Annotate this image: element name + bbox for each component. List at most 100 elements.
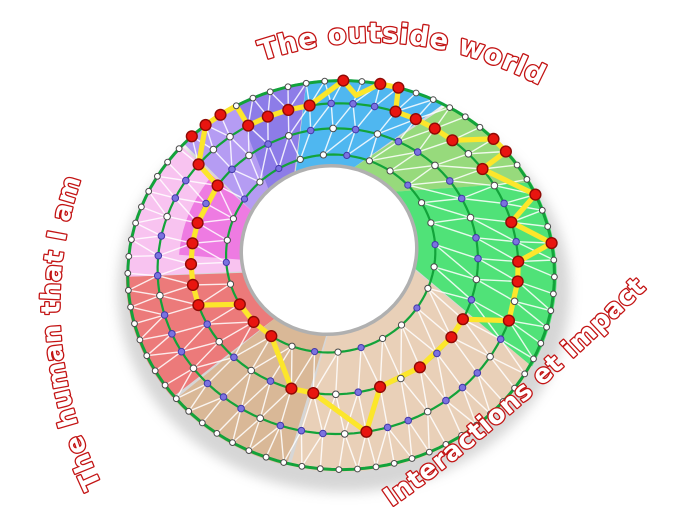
score-node [428,122,441,135]
grid-node [245,151,253,160]
score-node [374,77,387,91]
grid-node [394,137,403,146]
score-node [511,275,524,288]
score-node [186,278,200,292]
score-node [261,110,274,123]
grid-node [164,158,172,166]
grid-node [530,355,537,363]
grid-node [160,311,169,319]
grid-node [373,130,382,138]
label-human-that-i-am-text: The human that I am [35,171,109,496]
grid-node [404,416,413,425]
grid-node [223,236,231,244]
grid-node [168,330,176,338]
grid-node [430,263,438,271]
score-node [389,105,402,118]
grid-node [523,176,531,183]
score-node [307,387,320,400]
grid-node [390,460,398,467]
grid-node [302,79,310,87]
grid-node [161,381,169,389]
grid-node [458,383,467,392]
grid-node [544,223,552,230]
grid-node [163,212,171,221]
grid-node [551,273,558,281]
grid-node [386,167,394,175]
grid-node [219,393,228,401]
score-node [214,108,227,121]
grid-node [222,258,230,266]
score-node [445,331,458,344]
grid-node [464,150,473,158]
grid-node [418,199,426,207]
grid-node [513,161,521,169]
grid-node [404,181,412,189]
grid-node [154,251,163,260]
grid-node [321,77,329,85]
grid-node [446,104,454,111]
grid-node [153,271,162,280]
grid-node [397,321,406,329]
grid-node [425,448,433,456]
grid-node [521,370,529,378]
grid-node [486,352,494,361]
grid-node [332,390,340,399]
grid-node [145,187,153,195]
grid-node [316,465,324,473]
grid-node [466,213,475,222]
score-node [413,361,427,374]
grid-node [510,297,519,306]
score-node [505,216,518,229]
score-node [499,145,513,158]
grid-node [490,181,499,190]
score-node [211,179,224,192]
grid-node [226,132,234,141]
grid-node [423,407,432,416]
grid-node [185,407,193,415]
grid-node [266,88,274,96]
grid-node [209,145,218,154]
score-node [512,255,525,268]
score-node [502,314,516,327]
score-node [192,299,205,312]
score-node [185,130,198,143]
grid-node [256,178,264,186]
label-outside-world: The outside world [255,17,551,91]
grid-node [543,323,550,331]
grid-node [474,254,482,263]
grid-node [127,303,135,311]
score-node [476,162,489,176]
grid-node [124,269,132,277]
grid-node [156,291,164,300]
label-outside-world-text: The outside world [253,16,552,93]
grid-node [473,369,482,377]
grid-node [408,455,416,462]
grid-node [370,102,379,111]
grid-node [298,462,306,470]
grid-node [266,377,275,385]
grid-node [182,176,190,185]
grid-node [138,203,145,211]
score-node [529,188,542,201]
grid-node [429,96,437,103]
grid-node [397,374,405,383]
grid-node [550,256,558,264]
grid-node [340,430,349,438]
score-node [446,134,459,147]
grid-node [151,367,159,375]
grid-node [215,337,223,346]
score-node [184,258,198,271]
grid-node [461,113,469,121]
grid-node [280,459,288,466]
grid-node [550,290,557,298]
grid-node [157,232,166,240]
grid-node [171,194,180,202]
score-node [233,298,246,311]
grid-node [412,89,420,97]
grid-node [213,430,221,437]
grid-node [349,100,357,108]
rim-border [126,79,556,472]
grid-node [249,94,257,102]
grid-node [276,421,285,430]
